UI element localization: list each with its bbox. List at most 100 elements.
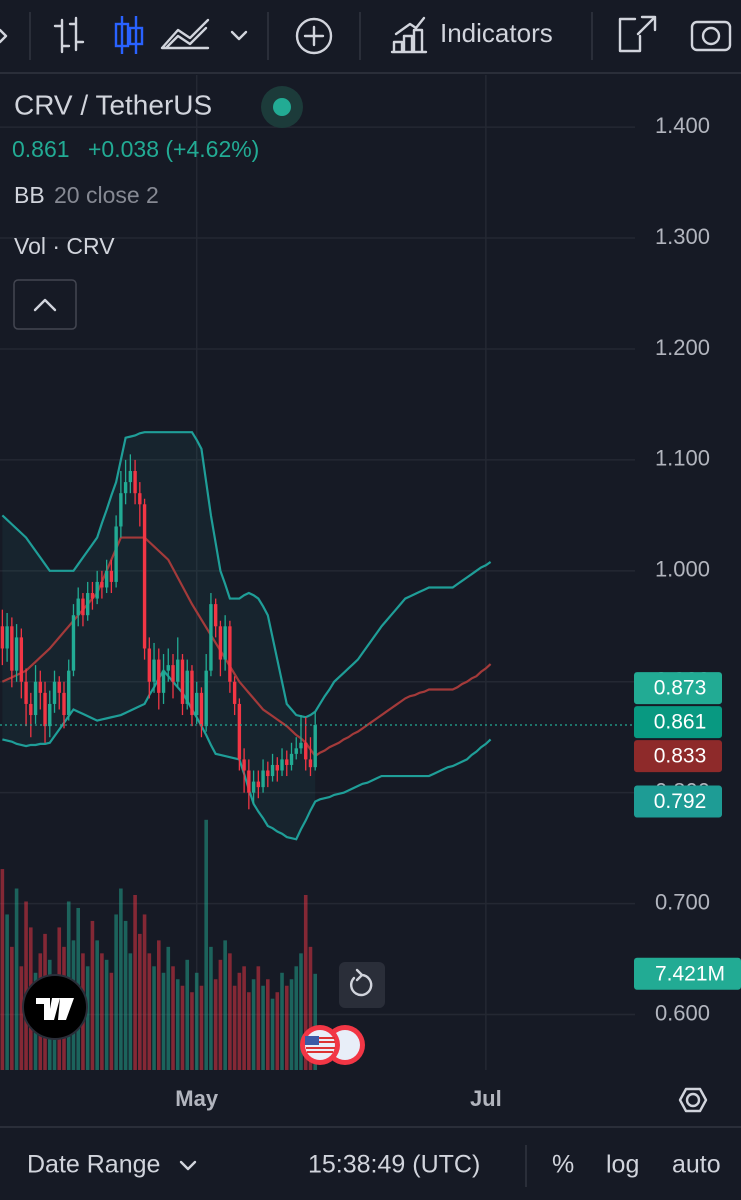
camera-icon[interactable] [690, 20, 732, 52]
candle-body [100, 581, 104, 588]
volume-bar [251, 979, 256, 1070]
candle-body [223, 626, 227, 660]
candle-body [33, 681, 38, 716]
candle-body [195, 692, 199, 716]
volume-bar [19, 966, 24, 1070]
percent-toggle[interactable]: % [552, 1151, 574, 1179]
area-icon[interactable] [160, 18, 210, 50]
footer: Date Range 15:38:49 (UTC) % log auto [0, 1126, 741, 1187]
toolbar-bg [0, 0, 741, 72]
y-tick-label: 1.400 [655, 113, 710, 138]
candles-icon-body[interactable] [128, 26, 144, 46]
candle-body [0, 626, 5, 649]
axes: 0.6000.7000.8000.9001.0001.1001.2001.300… [175, 113, 741, 1111]
volume-bar [289, 979, 294, 1070]
reset-icon[interactable] [349, 968, 373, 997]
add-icon[interactable] [295, 17, 333, 55]
y-tick-label: 1.000 [655, 557, 710, 582]
candle-body [85, 593, 90, 616]
volume-bar [147, 953, 152, 1070]
x-tick-label: Jul [470, 1086, 502, 1111]
candle-body [237, 703, 242, 760]
candle-body [209, 604, 213, 671]
candle-body [138, 493, 142, 505]
candle-body [24, 681, 28, 704]
volume-bar [175, 979, 180, 1070]
volume-bar [14, 888, 19, 1070]
volume-bar [280, 972, 284, 1070]
volume-bar [284, 985, 289, 1070]
volume-bar [204, 819, 208, 1070]
plot-area [0, 75, 635, 1070]
price-badge [634, 706, 722, 739]
candles-icon[interactable] [120, 16, 138, 54]
auto-toggle[interactable]: auto [672, 1151, 721, 1179]
candle-body [90, 593, 95, 599]
volume-bar [313, 973, 318, 1070]
price-change: +0.038 (+4.62%) [88, 136, 259, 162]
camera-icon-lens[interactable] [701, 26, 721, 46]
clock[interactable]: 15:38:49 (UTC) [308, 1151, 480, 1179]
volume-bar [166, 946, 171, 1070]
collapse-icon[interactable] [33, 298, 57, 312]
flag-stripes [306, 1037, 335, 1053]
volume-bar [5, 914, 9, 1070]
candles-icon-body[interactable] [114, 22, 130, 48]
candle-body [270, 764, 275, 777]
indicator-name[interactable]: BB [14, 182, 45, 208]
volume-bar [152, 966, 156, 1070]
candle-body [313, 725, 317, 768]
candle-body [109, 570, 114, 582]
log-toggle[interactable]: log [606, 1151, 639, 1179]
price-badge-label: 0.792 [654, 790, 707, 813]
volume-bar [299, 953, 303, 1070]
symbol: CRV / TetherUS [14, 89, 212, 120]
candle-body [147, 648, 152, 682]
settings-icon[interactable] [685, 1092, 701, 1108]
indicator-params[interactable]: 20 close 2 [54, 182, 159, 208]
indicators-button[interactable]: Indicators [440, 18, 553, 48]
collapse-button[interactable] [13, 279, 77, 330]
volume-bar [10, 946, 14, 1070]
volume-bar [303, 895, 308, 1070]
reset-button[interactable] [339, 962, 385, 1008]
logo-mark[interactable] [36, 998, 74, 1020]
band-fill [2, 432, 316, 840]
candle-body [228, 626, 232, 682]
status-dot [273, 98, 291, 116]
dropdown-icon[interactable] [179, 1160, 197, 1171]
bars-icon[interactable] [53, 16, 85, 54]
y-tick-label: 0.600 [655, 1000, 710, 1025]
candle-body [266, 770, 270, 777]
volume-badge-label: 7.421M [655, 962, 725, 985]
volume-bar [261, 985, 265, 1070]
price-badge [634, 785, 722, 818]
candle-body [285, 759, 289, 765]
candle-body [157, 659, 161, 693]
volume-bar [142, 914, 147, 1070]
candle-body [161, 670, 166, 693]
band-line [1, 431, 492, 719]
scroll-icon[interactable] [0, 28, 8, 44]
volume-bar [209, 946, 213, 1070]
volume-bar [128, 953, 133, 1070]
dropdown-icon[interactable] [230, 30, 248, 41]
indicator-name[interactable]: Vol · CRV [14, 233, 115, 259]
candle-body [166, 665, 170, 671]
candle-body [199, 692, 204, 727]
candle-body [280, 759, 284, 771]
candle-body [76, 598, 80, 616]
share-icon[interactable] [618, 15, 657, 53]
candle-body [10, 626, 14, 671]
candle-body [81, 598, 85, 616]
settings-icon[interactable] [678, 1087, 708, 1113]
volume-bar [114, 914, 118, 1070]
candle-body [275, 764, 279, 771]
volume-bar [213, 979, 218, 1070]
indicators-icon[interactable] [390, 16, 428, 54]
date-range-button[interactable]: Date Range [27, 1151, 160, 1179]
add-icon-plus[interactable] [303, 25, 325, 47]
candle-body [19, 637, 24, 682]
volume-bar [242, 966, 246, 1070]
y-tick-label: 1.200 [655, 335, 710, 360]
